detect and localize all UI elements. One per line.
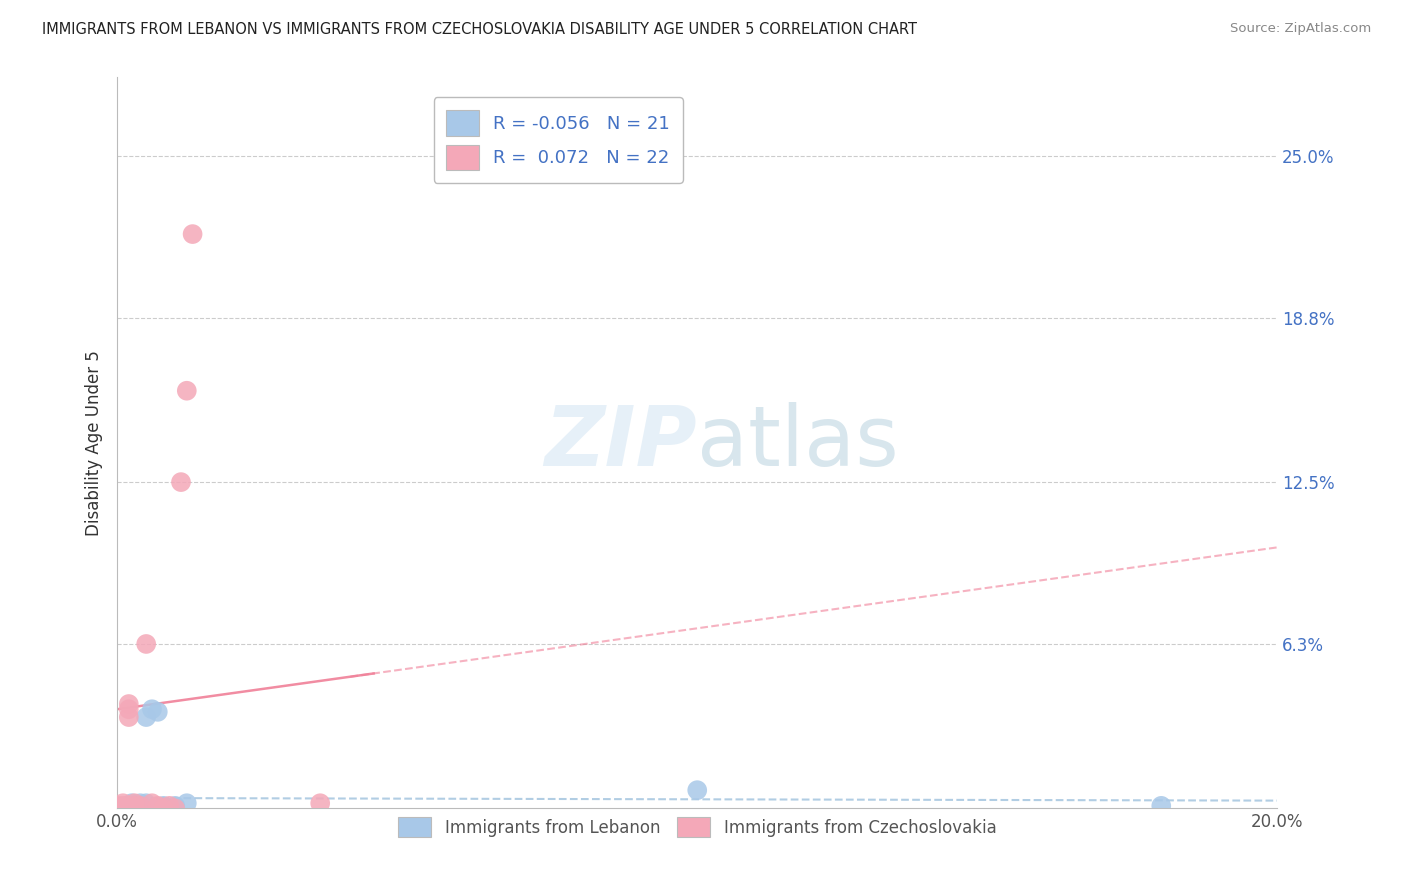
Point: [146, 705, 169, 719]
Point: [108, 801, 131, 815]
Point: [686, 783, 709, 797]
Point: [115, 798, 138, 813]
Point: [309, 796, 332, 810]
Point: [115, 798, 138, 813]
Point: [157, 798, 180, 813]
Point: [152, 798, 174, 813]
Point: [111, 801, 134, 815]
Point: [108, 798, 131, 813]
Point: [111, 801, 134, 815]
Point: [108, 801, 131, 815]
Point: [124, 801, 146, 815]
Point: [146, 798, 169, 813]
Point: [165, 798, 187, 813]
Point: [118, 798, 141, 813]
Point: [129, 798, 152, 813]
Point: [165, 801, 187, 815]
Point: [176, 796, 198, 810]
Point: [111, 796, 134, 810]
Point: [141, 796, 163, 810]
Point: [118, 710, 141, 724]
Text: atlas: atlas: [697, 402, 898, 483]
Text: Source: ZipAtlas.com: Source: ZipAtlas.com: [1230, 22, 1371, 36]
Point: [181, 227, 204, 241]
Point: [124, 798, 146, 813]
Point: [129, 796, 152, 810]
Point: [135, 796, 157, 810]
Point: [124, 798, 146, 813]
Point: [121, 801, 143, 815]
Y-axis label: Disability Age Under 5: Disability Age Under 5: [86, 350, 103, 536]
Point: [135, 637, 157, 651]
Point: [121, 796, 143, 810]
Point: [152, 801, 174, 815]
Legend: Immigrants from Lebanon, Immigrants from Czechoslovakia: Immigrants from Lebanon, Immigrants from…: [391, 810, 1002, 844]
Point: [118, 697, 141, 711]
Text: IMMIGRANTS FROM LEBANON VS IMMIGRANTS FROM CZECHOSLOVAKIA DISABILITY AGE UNDER 5: IMMIGRANTS FROM LEBANON VS IMMIGRANTS FR…: [42, 22, 917, 37]
Point: [157, 801, 180, 815]
Text: ZIP: ZIP: [544, 402, 697, 483]
Point: [176, 384, 198, 398]
Point: [118, 801, 141, 815]
Point: [124, 796, 146, 810]
Point: [170, 475, 193, 489]
Point: [141, 702, 163, 716]
Point: [114, 801, 136, 815]
Point: [1150, 798, 1173, 813]
Point: [129, 798, 152, 813]
Point: [118, 702, 141, 716]
Point: [135, 710, 157, 724]
